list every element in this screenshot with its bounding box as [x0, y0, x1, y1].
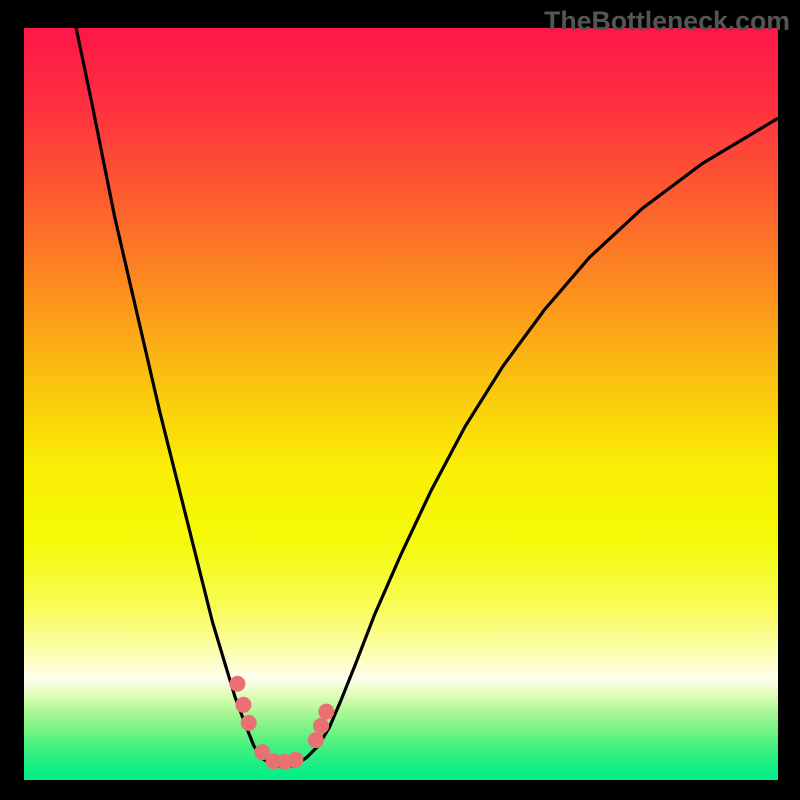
data-marker: [308, 733, 323, 748]
data-marker: [288, 752, 303, 767]
data-marker: [230, 676, 245, 691]
chart-marker-layer: [24, 28, 778, 780]
watermark-text: TheBottleneck.com: [544, 6, 790, 37]
data-marker: [241, 715, 256, 730]
data-marker: [236, 697, 251, 712]
chart-plot-area: [24, 28, 778, 780]
data-marker: [314, 718, 329, 733]
data-marker: [319, 704, 334, 719]
